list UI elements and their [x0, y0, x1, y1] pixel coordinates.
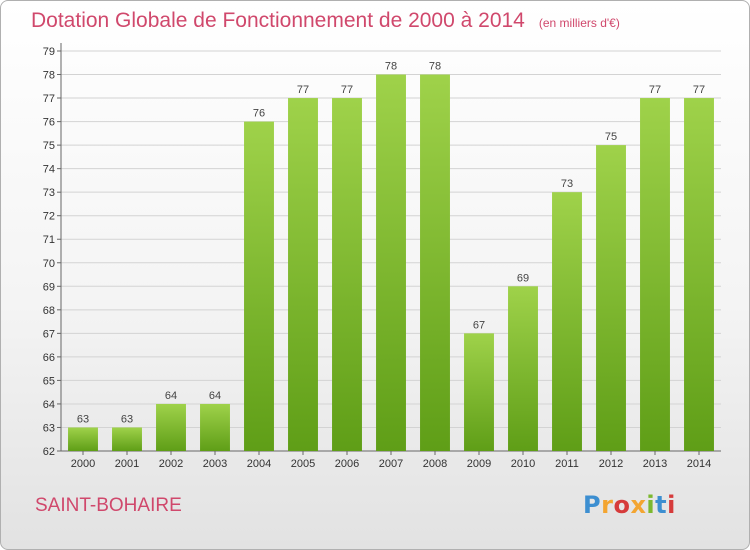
y-tick-label: 66 — [43, 352, 55, 364]
y-tick-label: 70 — [43, 258, 55, 270]
x-tick-label: 2010 — [511, 458, 535, 470]
bar — [420, 74, 450, 451]
y-tick-label: 71 — [43, 234, 55, 246]
x-tick-label: 2001 — [115, 458, 139, 470]
x-tick-label: 2014 — [687, 458, 711, 470]
y-tick-label: 63 — [43, 422, 55, 434]
logo-letter: i — [667, 491, 676, 519]
bar — [244, 121, 274, 452]
bar — [68, 427, 98, 451]
x-tick-label: 2011 — [555, 458, 579, 470]
bar-chart: 62 63 64 65 66 67 68 69 70 71 72 73 74 75 76 77 78 79 2000… — [43, 43, 721, 470]
bars — [68, 74, 714, 452]
chart-subtitle: (en milliers d'€) — [538, 16, 620, 30]
bar — [376, 74, 406, 451]
x-tick-label: 2013 — [643, 458, 667, 470]
data-label: 78 — [429, 61, 441, 73]
commune-name: SAINT-BOHAIRE — [35, 495, 182, 516]
chart-title-text: Dotation Globale de Fonctionnement de 20… — [31, 9, 525, 32]
x-tick-label: 2008 — [423, 458, 447, 470]
data-label: 76 — [253, 108, 265, 120]
x-tick-label: 2005 — [291, 458, 315, 470]
bar — [596, 145, 626, 451]
chart-title: Dotation Globale de Fonctionnement de 20… — [31, 9, 620, 33]
x-tick-label: 2006 — [335, 458, 359, 470]
data-label: 77 — [341, 84, 353, 96]
logo-letter: r — [601, 491, 614, 519]
bar — [288, 98, 318, 451]
bar — [200, 403, 230, 451]
y-tick-label: 74 — [43, 164, 55, 176]
y-tick-label: 76 — [43, 117, 55, 129]
data-label: 67 — [473, 319, 485, 331]
data-label: 64 — [165, 390, 177, 402]
bar — [552, 192, 582, 452]
y-tick-label: 73 — [43, 187, 55, 199]
y-tick-label: 79 — [43, 46, 55, 58]
bar — [156, 403, 186, 451]
x-tick-label: 2007 — [379, 458, 403, 470]
x-tick-label: 2012 — [599, 458, 623, 470]
y-tick-label: 67 — [43, 328, 55, 340]
logo-letter: t — [655, 491, 668, 519]
bar — [640, 98, 670, 451]
proxiti-logo: Proxiti — [583, 491, 676, 519]
logo-letter: i — [646, 491, 656, 519]
bar — [112, 427, 142, 451]
data-label: 63 — [121, 413, 133, 425]
y-tick-label: 62 — [43, 446, 55, 458]
data-label: 75 — [605, 131, 617, 143]
bar — [508, 286, 538, 451]
x-tick-label: 2004 — [247, 458, 271, 470]
y-tick-label: 64 — [43, 399, 55, 411]
y-tick-label: 75 — [43, 140, 55, 152]
y-tick-label: 68 — [43, 305, 55, 317]
y-tick-label: 72 — [43, 211, 55, 223]
x-tick-label: 2003 — [203, 458, 227, 470]
data-label: 77 — [693, 84, 705, 96]
data-labels: 63 63 64 64 76 77 77 78 78 67 69 73 75 77 77 — [77, 61, 705, 426]
x-tick-label: 2002 — [159, 458, 183, 470]
data-label: 77 — [297, 84, 309, 96]
data-label: 63 — [77, 413, 89, 425]
x-tick-label: 2009 — [467, 458, 491, 470]
data-label: 69 — [517, 272, 529, 284]
y-tick-label: 78 — [43, 70, 55, 82]
data-label: 73 — [561, 178, 573, 190]
data-label: 77 — [649, 84, 661, 96]
y-tick-label: 77 — [43, 93, 55, 105]
y-tick-label: 65 — [43, 375, 55, 387]
data-label: 64 — [209, 390, 221, 402]
bar — [332, 98, 362, 451]
logo-letter: o — [613, 491, 631, 519]
data-label: 78 — [385, 61, 397, 73]
x-tick-label: 2000 — [71, 458, 95, 470]
y-tick-label: 69 — [43, 281, 55, 293]
logo-letter: x — [630, 491, 647, 519]
bar — [464, 333, 494, 451]
logo-letter: P — [583, 491, 602, 519]
bar — [684, 98, 714, 451]
